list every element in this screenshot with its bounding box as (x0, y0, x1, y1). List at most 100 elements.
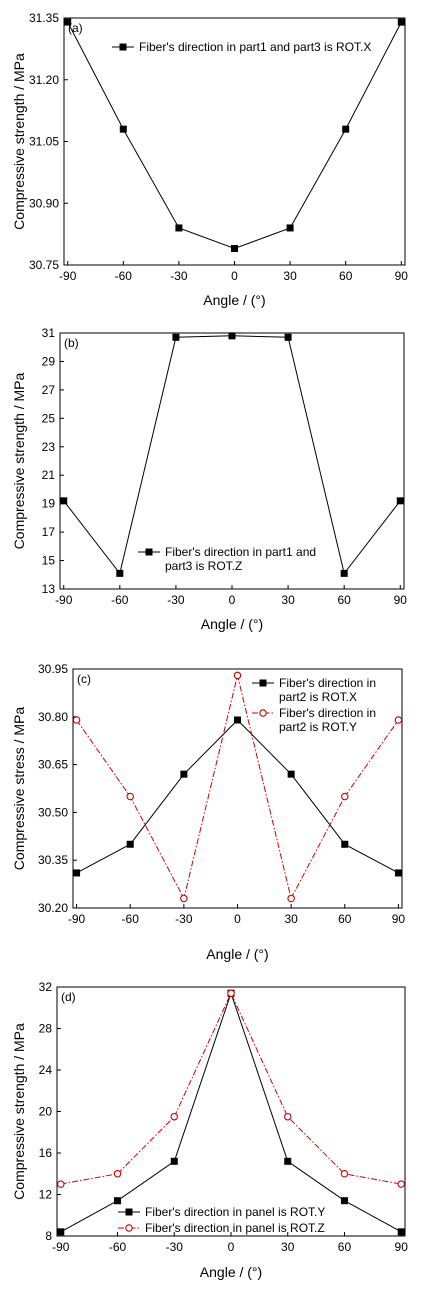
series-line (63, 335, 401, 575)
data-point (284, 1157, 292, 1165)
data-point (231, 245, 238, 253)
y-tick-label: 19 (42, 497, 56, 511)
series-line (60, 991, 402, 1233)
data-point (396, 497, 404, 505)
x-tick-label: 60 (339, 269, 353, 283)
y-tick-label: 12 (39, 1188, 53, 1202)
data-point (126, 792, 134, 801)
data-point (126, 840, 134, 848)
panel-label: (b) (64, 336, 79, 350)
legend-entry-label: part2 is ROT.Y (279, 720, 357, 734)
data-point (72, 716, 81, 724)
y-tick-label: 30.50 (38, 805, 68, 819)
chart-panel-4: -90 -60 -30 0 30 60 90 8 12 16 20 24 28 32 Angle / (°)… (11, 980, 408, 1280)
x-tick-label: 0 (231, 269, 238, 283)
y-tick-label: 31.20 (29, 73, 59, 87)
series-1 (73, 716, 402, 877)
legend-marker (145, 548, 153, 556)
y-axis-title: Compressive strength / MPa (11, 53, 27, 230)
y-tick-label: 23 (42, 440, 56, 454)
data-point (113, 1170, 122, 1178)
series-1 (64, 18, 405, 253)
y-tick-label: 21 (42, 468, 56, 482)
data-point (170, 1157, 178, 1165)
x-tick-label: 60 (338, 912, 352, 926)
x-tick-label: -30 (166, 1240, 184, 1254)
legend-entry-label: Fiber's direction in part1 and (165, 545, 316, 559)
y-tick-label: 24 (39, 1063, 53, 1077)
data-point (342, 125, 350, 133)
y-tick-label: 25 (42, 411, 56, 425)
legend-marker (125, 1208, 133, 1216)
data-point (341, 792, 349, 801)
series-line (76, 719, 399, 874)
y-tick-label: 30.95 (38, 662, 68, 676)
y-tick-label: 30.75 (29, 258, 59, 272)
x-tick-label: -90 (55, 593, 73, 607)
series-line (60, 992, 402, 1185)
x-tick-label: 30 (281, 593, 295, 607)
data-point (170, 1112, 179, 1121)
series-2 (57, 989, 405, 1188)
x-tick-label: 0 (234, 912, 241, 926)
x-axis-title: Angle / (°) (200, 1264, 262, 1280)
legend-entry-label: part2 is ROT.X (279, 690, 357, 704)
legend-entry-label: Fiber's direction in (279, 676, 376, 690)
data-point (283, 1112, 292, 1121)
data-point (286, 224, 294, 232)
x-tick-label: -60 (111, 593, 129, 607)
x-tick-label: -30 (170, 269, 188, 283)
x-tick-label: 90 (395, 269, 409, 283)
data-point (175, 224, 183, 232)
series-1 (57, 989, 405, 1236)
legend-marker (119, 43, 127, 51)
legend-marker (259, 679, 267, 687)
data-point (397, 1228, 405, 1236)
x-tick-label: -90 (59, 269, 77, 283)
data-point (116, 569, 124, 577)
y-tick-label: 30.80 (38, 710, 68, 724)
legend-entry-label: Fiber's direction in panel is ROT.Y (145, 1205, 325, 1219)
x-tick-label: 0 (228, 1240, 235, 1254)
legend-entry-label: part3 is ROT.Z (165, 559, 242, 573)
x-tick-label: -30 (175, 912, 193, 926)
y-tick-label: 30.35 (38, 853, 68, 867)
y-tick-label: 20 (39, 1105, 53, 1119)
x-tick-label: 30 (281, 1240, 295, 1254)
data-point (227, 989, 235, 997)
data-point (228, 332, 236, 340)
data-point (172, 333, 180, 341)
x-tick-label: -60 (109, 1240, 127, 1254)
data-point (73, 869, 81, 877)
x-tick-label: 60 (337, 593, 351, 607)
data-point (397, 18, 405, 26)
data-point (233, 671, 242, 680)
panel-label: (a) (68, 21, 83, 35)
data-point (287, 894, 295, 903)
x-tick-label: -60 (115, 269, 133, 283)
y-tick-label: 13 (42, 582, 56, 596)
y-tick-label: 32 (39, 980, 53, 994)
panel-label: (d) (61, 990, 76, 1004)
legend: Fiber's direction in panel is ROT.Y Fiber… (118, 1205, 325, 1235)
series-1 (60, 332, 404, 577)
y-axis-title: Compressive stress / MPa (11, 707, 27, 871)
x-tick-label: 30 (283, 269, 297, 283)
chart-panel-1: -90 -60 -30 0 30 60 90 30.75 30.90 31.05 31.20 31.3… (11, 11, 408, 308)
data-point (340, 1197, 348, 1205)
x-axis-title: Angle / (°) (201, 616, 263, 632)
data-point (60, 497, 68, 505)
panel-label: (c) (77, 672, 91, 686)
legend: Fiber's direction in part1 and part3 is … (112, 40, 371, 54)
y-tick-label: 31 (42, 326, 56, 340)
x-tick-label: -60 (122, 912, 140, 926)
legend-marker (125, 1224, 133, 1232)
y-tick-label: 31.35 (29, 11, 59, 25)
data-point (57, 1180, 65, 1188)
legend-entry-label: Fiber's direction in part1 and part3 is … (139, 40, 371, 54)
y-axis-title: Compressive strength / MPa (11, 1023, 27, 1200)
y-tick-label: 27 (42, 383, 56, 397)
data-point (397, 1180, 405, 1188)
